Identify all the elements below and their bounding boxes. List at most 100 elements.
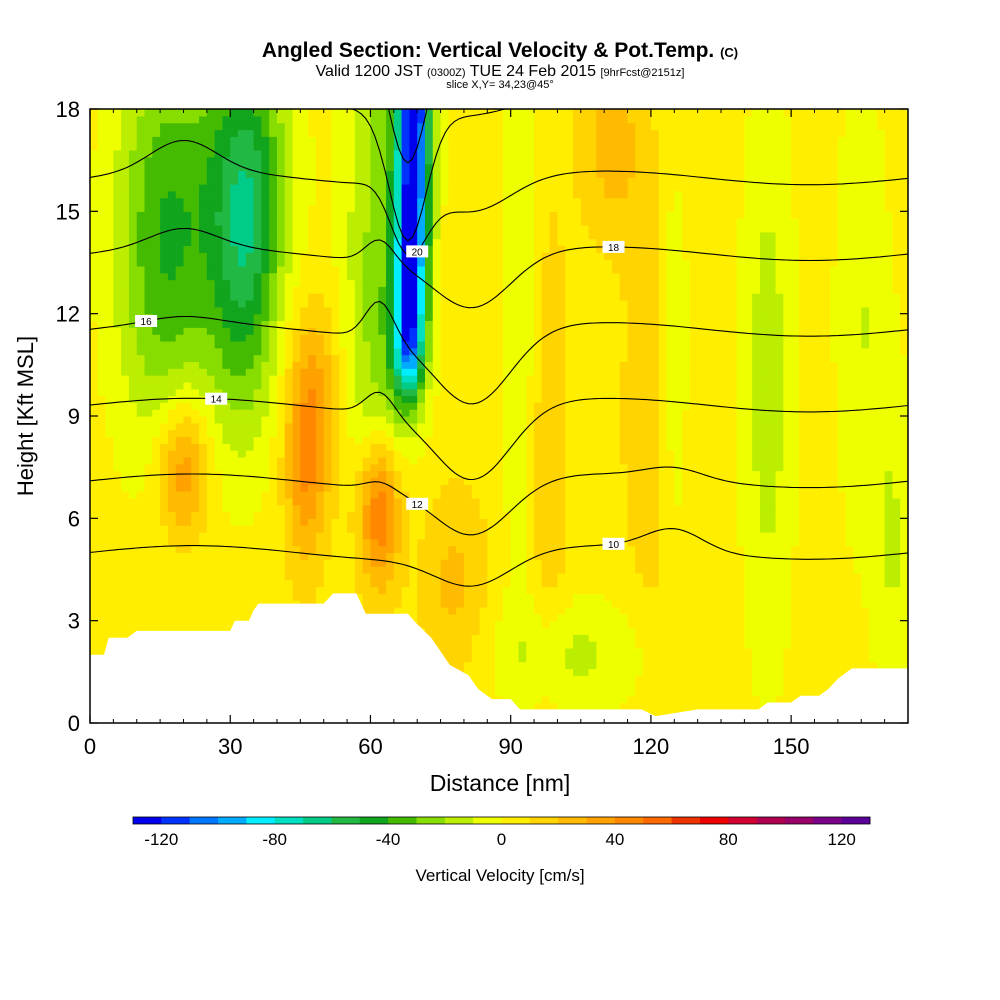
velocity-cell: [347, 238, 356, 247]
velocity-cell: [97, 129, 107, 137]
velocity-cell: [222, 334, 231, 342]
velocity-cell: [206, 613, 216, 622]
velocity-cell: [347, 272, 356, 281]
velocity-cell: [393, 252, 403, 260]
velocity-cell: [354, 238, 364, 247]
velocity-cell: [479, 443, 488, 451]
velocity-cell: [284, 156, 294, 165]
velocity-cell: [245, 531, 255, 540]
velocity-cell: [183, 272, 192, 281]
velocity-cell: [362, 272, 372, 281]
velocity-cell: [261, 327, 270, 335]
velocity-cell: [510, 224, 520, 233]
velocity-cell: [315, 586, 325, 594]
velocity-cell: [136, 265, 146, 274]
velocity-cell: [292, 416, 301, 424]
velocity-cell: [424, 218, 434, 226]
velocity-cell: [339, 409, 348, 417]
velocity-cell: [502, 552, 512, 560]
velocity-cell: [300, 286, 309, 294]
velocity-cell: [456, 450, 465, 458]
velocity-cell: [518, 518, 527, 526]
velocity-cell: [199, 416, 208, 424]
velocity-cell: [378, 600, 387, 608]
velocity-cell: [269, 143, 278, 151]
velocity-cell: [393, 184, 403, 192]
velocity-cell: [386, 224, 395, 233]
velocity-cell: [191, 477, 200, 485]
velocity-cell: [347, 354, 356, 363]
velocity-cell: [495, 231, 504, 240]
velocity-cell: [401, 115, 411, 124]
velocity-cell: [105, 334, 114, 342]
velocity-cell: [487, 661, 496, 670]
velocity-cell: [339, 463, 348, 472]
velocity-cell: [300, 409, 309, 417]
velocity-cell: [167, 163, 177, 171]
velocity-cell: [90, 368, 99, 376]
velocity-cell: [386, 579, 395, 588]
velocity-cell: [448, 184, 457, 192]
velocity-cell: [315, 143, 325, 151]
velocity-cell: [167, 149, 177, 158]
velocity-cell: [144, 572, 153, 581]
velocity-cell: [378, 416, 387, 424]
velocity-cell: [269, 293, 278, 301]
velocity-cell: [261, 224, 270, 233]
velocity-cell: [323, 320, 333, 328]
velocity-cell: [347, 375, 356, 383]
velocity-cell: [424, 531, 434, 540]
velocity-cell: [386, 525, 395, 533]
velocity-cell: [448, 259, 457, 267]
velocity-cell: [386, 300, 395, 308]
velocity-cell: [167, 436, 177, 444]
velocity-cell: [347, 429, 356, 438]
velocity-cell: [463, 265, 473, 274]
velocity-cell: [261, 456, 270, 465]
velocity-cell: [90, 436, 99, 444]
velocity-cell: [370, 559, 379, 567]
velocity-cell: [456, 149, 465, 158]
velocity-cell: [440, 593, 449, 601]
velocity-cell: [401, 416, 411, 424]
velocity-cell: [222, 456, 231, 465]
velocity-cell: [105, 620, 114, 629]
velocity-cell: [160, 334, 169, 342]
velocity-cell: [199, 306, 208, 315]
velocity-cell: [276, 177, 286, 185]
velocity-cell: [471, 675, 481, 683]
velocity-cell: [152, 259, 161, 267]
velocity-cell: [97, 143, 107, 151]
velocity-cell: [471, 122, 481, 131]
velocity-cell: [276, 340, 286, 349]
velocity-cell: [339, 456, 348, 465]
velocity-cell: [401, 436, 411, 444]
velocity-cell: [502, 190, 512, 199]
velocity-cell: [238, 402, 247, 410]
velocity-cell: [432, 463, 442, 472]
velocity-cell: [152, 340, 161, 349]
velocity-cell: [409, 313, 418, 322]
velocity-cell: [128, 477, 138, 485]
velocity-cell: [479, 259, 488, 267]
velocity-cell: [245, 197, 255, 206]
velocity-cell: [269, 566, 278, 574]
velocity-cell: [401, 538, 411, 547]
velocity-cell: [315, 429, 325, 438]
velocity-cell: [253, 313, 262, 322]
velocity-cell: [152, 163, 161, 171]
velocity-cell: [308, 375, 317, 383]
velocity-cell: [152, 361, 161, 369]
velocity-cell: [432, 347, 442, 356]
velocity-cell: [417, 115, 426, 124]
velocity-cell: [167, 559, 177, 567]
velocity-cell: [401, 170, 411, 178]
velocity-cell: [253, 245, 262, 253]
velocity-cell: [113, 279, 122, 287]
velocity-cell: [105, 463, 114, 472]
velocity-cell: [471, 245, 481, 253]
velocity-cell: [510, 320, 520, 328]
velocity-cell: [160, 129, 169, 137]
velocity-cell: [487, 177, 496, 185]
velocity-cell: [502, 375, 512, 383]
